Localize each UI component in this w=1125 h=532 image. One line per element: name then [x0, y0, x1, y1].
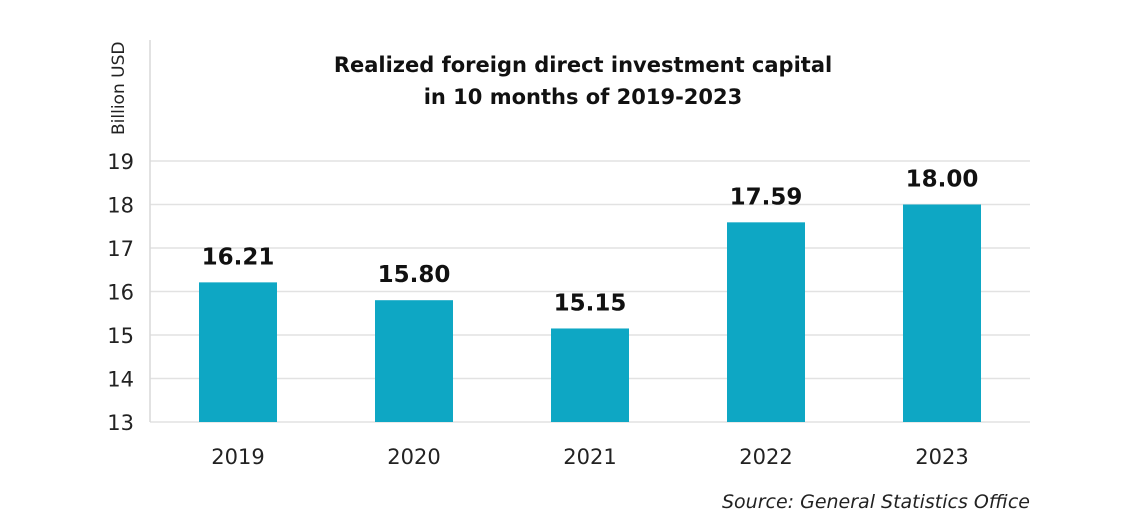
- bar-2019: [199, 282, 277, 422]
- y-tick-label: 15: [107, 324, 134, 348]
- bar-2023: [903, 204, 981, 422]
- chart-title-line-1: Realized foreign direct investment capit…: [334, 53, 832, 77]
- x-tick-label-2023: 2023: [915, 445, 968, 469]
- data-label-2019: 16.21: [202, 244, 275, 270]
- x-tick-label-2020: 2020: [387, 445, 440, 469]
- data-label-2022: 17.59: [730, 184, 803, 210]
- y-tick-label: 16: [107, 281, 134, 305]
- y-tick-label: 19: [107, 150, 134, 174]
- data-labels: 16.21 15.80 15.15 17.59 18.00: [202, 167, 979, 317]
- data-label-2021: 15.15: [554, 290, 627, 316]
- bars: [199, 204, 981, 422]
- y-tick-label: 13: [107, 411, 134, 435]
- x-tick-label-2021: 2021: [563, 445, 616, 469]
- y-tick-label: 18: [107, 194, 134, 218]
- source-note: Source: General Statistics Office: [722, 491, 1030, 513]
- bar-2022: [727, 222, 805, 422]
- bar-2020: [375, 300, 453, 422]
- x-tick-labels: 2019 2020 2021 2022 2023: [211, 445, 968, 469]
- data-label-2020: 15.80: [378, 262, 451, 288]
- y-axis-label: Billion USD: [109, 42, 129, 135]
- data-label-2023: 18.00: [906, 167, 979, 193]
- x-tick-label-2022: 2022: [739, 445, 792, 469]
- bar-2021: [551, 328, 629, 422]
- chart-title-line-2: in 10 months of 2019-2023: [424, 85, 743, 109]
- y-tick-label: 14: [107, 368, 134, 392]
- y-tick-label: 17: [107, 237, 134, 261]
- x-tick-label-2019: 2019: [211, 445, 264, 469]
- y-tick-labels: 13 14 15 16 17 18 19: [107, 150, 134, 435]
